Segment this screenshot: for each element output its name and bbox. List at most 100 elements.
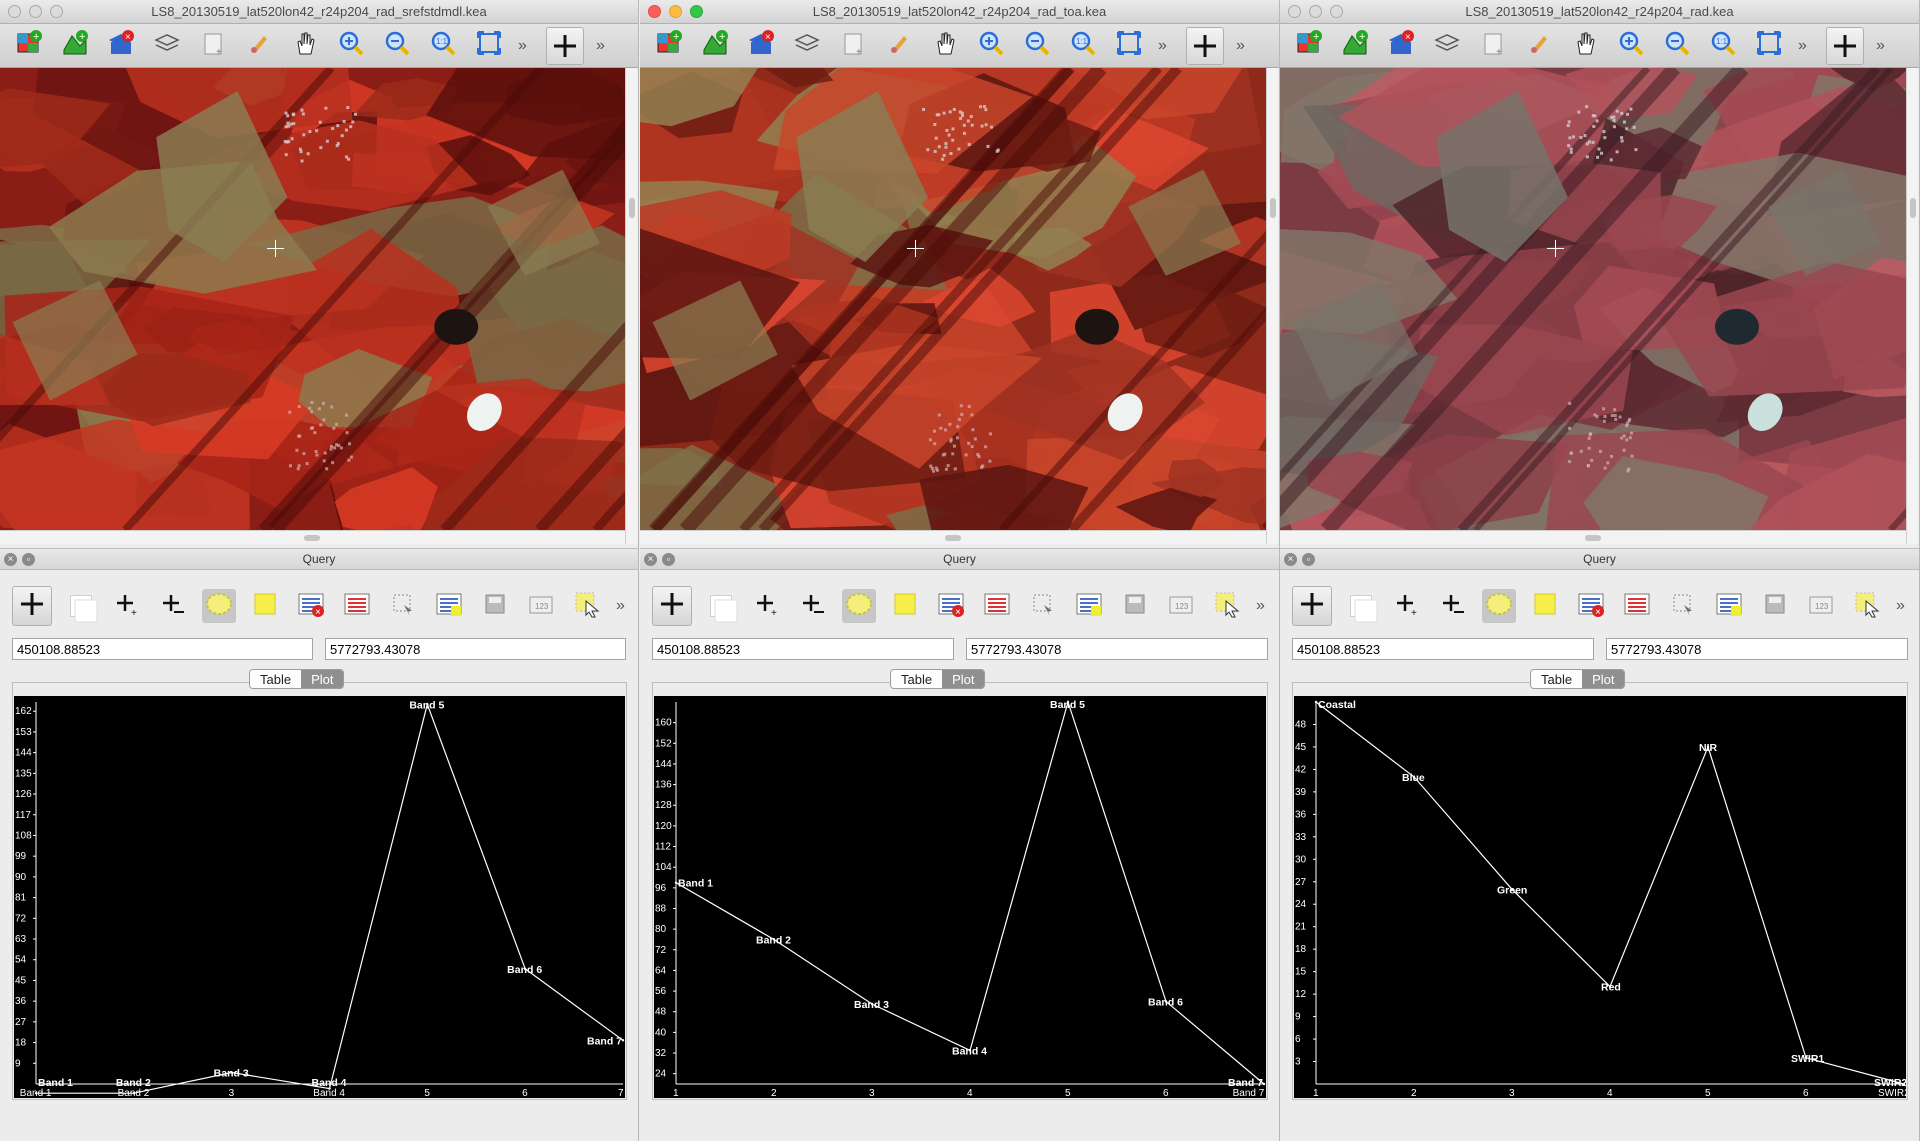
remove-layer-button[interactable]: × — [104, 29, 138, 63]
add-column-button[interactable] — [1072, 589, 1106, 623]
properties-button[interactable] — [1522, 29, 1556, 63]
tab-plot[interactable]: Plot — [942, 670, 985, 688]
close-window-button[interactable] — [8, 5, 21, 18]
clear-selection-button[interactable]: × — [294, 589, 328, 623]
query-cross-button[interactable] — [12, 586, 52, 626]
clear-selection-button[interactable]: × — [934, 589, 968, 623]
zoom-window-button[interactable] — [50, 5, 63, 18]
save-button[interactable] — [478, 589, 512, 623]
add-column-button[interactable] — [432, 589, 466, 623]
float-panel-icon[interactable]: ▫ — [1302, 553, 1315, 566]
zoom-native-button[interactable]: 1:1 — [1066, 29, 1100, 63]
zoom-window-button[interactable] — [1330, 5, 1343, 18]
scrollbar-thumb[interactable] — [304, 535, 320, 541]
horizontal-scrollbar[interactable] — [640, 530, 1266, 544]
window-titlebar[interactable]: LS8_20130519_lat520lon42_r24p204_rad.kea — [1280, 0, 1919, 24]
zoom-out-button[interactable] — [380, 29, 414, 63]
layers-button[interactable] — [790, 29, 824, 63]
remove-layer-button[interactable]: × — [1384, 29, 1418, 63]
zoom-native-button[interactable]: 1:1 — [426, 29, 460, 63]
new-layer-button[interactable]: + — [196, 29, 230, 63]
northing-field[interactable]: 5772793.43078 — [1606, 638, 1908, 660]
zoom-out-button[interactable] — [1020, 29, 1054, 63]
clear-selection-button[interactable]: × — [1574, 589, 1608, 623]
vertical-scrollbar[interactable] — [625, 68, 637, 544]
layers-button[interactable] — [150, 29, 184, 63]
add-vector-layer-button[interactable]: + — [1338, 29, 1372, 63]
horizontal-scrollbar[interactable] — [0, 530, 625, 544]
tab-table[interactable]: Table — [891, 670, 943, 688]
save-button[interactable] — [1118, 589, 1152, 623]
select-all-button[interactable] — [980, 589, 1014, 623]
zoom-native-button[interactable]: 1:1 — [1706, 29, 1740, 63]
close-panel-icon[interactable]: × — [4, 553, 17, 566]
add-selection-button[interactable]: + — [1390, 589, 1424, 623]
set-values-button[interactable]: 123 — [1164, 589, 1198, 623]
query-toolbar-overflow-icon[interactable]: » — [616, 597, 625, 614]
scrollbar-thumb[interactable] — [945, 535, 961, 541]
easting-field[interactable]: 450108.88523 — [1292, 638, 1594, 660]
pan-button[interactable] — [288, 29, 322, 63]
query-tool-button[interactable] — [1186, 26, 1224, 65]
scrollbar-thumb[interactable] — [629, 198, 635, 218]
zoom-in-button[interactable] — [1614, 29, 1648, 63]
highlight-colour-button[interactable] — [1528, 589, 1562, 623]
float-panel-icon[interactable]: ▫ — [662, 553, 675, 566]
query-cross-button[interactable] — [1292, 586, 1332, 626]
zoom-window-button[interactable] — [690, 5, 703, 18]
set-values-button[interactable]: 123 — [1804, 589, 1838, 623]
minimize-window-button[interactable] — [669, 5, 682, 18]
toolbar-extension-icon[interactable]: » — [596, 36, 605, 54]
close-window-button[interactable] — [648, 5, 661, 18]
zoom-full-button[interactable] — [472, 29, 506, 63]
highlight-selection-button[interactable] — [1482, 589, 1516, 623]
set-values-button[interactable]: 123 — [524, 589, 558, 623]
select-expression-button[interactable] — [386, 589, 420, 623]
toolbar-overflow-icon[interactable]: » — [1798, 36, 1807, 54]
tab-table[interactable]: Table — [1531, 670, 1583, 688]
subtract-selection-button[interactable] — [1436, 589, 1470, 623]
remove-layer-button[interactable]: × — [744, 29, 778, 63]
northing-field[interactable]: 5772793.43078 — [966, 638, 1268, 660]
select-expression-button[interactable] — [1026, 589, 1060, 623]
highlight-selection-button[interactable] — [202, 589, 236, 623]
highlight-colour-button[interactable] — [888, 589, 922, 623]
vertical-scrollbar[interactable] — [1906, 68, 1918, 544]
image-canvas[interactable] — [640, 68, 1266, 530]
pan-button[interactable] — [1568, 29, 1602, 63]
zoom-full-button[interactable] — [1112, 29, 1146, 63]
float-panel-icon[interactable]: ▫ — [22, 553, 35, 566]
select-tool-button[interactable] — [1850, 589, 1884, 623]
select-expression-button[interactable] — [1666, 589, 1700, 623]
select-none-button[interactable] — [1344, 589, 1378, 623]
toolbar-overflow-icon[interactable]: » — [1158, 36, 1167, 54]
add-vector-layer-button[interactable]: + — [698, 29, 732, 63]
query-tool-button[interactable] — [1826, 26, 1864, 65]
scrollbar-thumb[interactable] — [1270, 198, 1276, 218]
query-tool-button[interactable] — [546, 26, 584, 65]
add-selection-button[interactable]: + — [750, 589, 784, 623]
image-canvas[interactable] — [1280, 68, 1906, 530]
tab-plot[interactable]: Plot — [1582, 670, 1625, 688]
add-raster-layer-button[interactable]: + — [1292, 29, 1326, 63]
query-cross-button[interactable] — [652, 586, 692, 626]
zoom-in-button[interactable] — [974, 29, 1008, 63]
close-window-button[interactable] — [1288, 5, 1301, 18]
pan-button[interactable] — [928, 29, 962, 63]
query-toolbar-overflow-icon[interactable]: » — [1896, 597, 1905, 614]
minimize-window-button[interactable] — [1309, 5, 1322, 18]
tab-plot[interactable]: Plot — [301, 670, 344, 688]
easting-field[interactable]: 450108.88523 — [12, 638, 313, 660]
properties-button[interactable] — [242, 29, 276, 63]
toolbar-extension-icon[interactable]: » — [1876, 36, 1885, 54]
close-panel-icon[interactable]: × — [1284, 553, 1297, 566]
add-raster-layer-button[interactable]: + — [652, 29, 686, 63]
toolbar-overflow-icon[interactable]: » — [518, 36, 527, 54]
tab-table[interactable]: Table — [250, 670, 302, 688]
select-tool-button[interactable] — [1210, 589, 1244, 623]
zoom-in-button[interactable] — [334, 29, 368, 63]
zoom-full-button[interactable] — [1752, 29, 1786, 63]
add-column-button[interactable] — [1712, 589, 1746, 623]
layers-button[interactable] — [1430, 29, 1464, 63]
query-toolbar-overflow-icon[interactable]: » — [1256, 597, 1265, 614]
